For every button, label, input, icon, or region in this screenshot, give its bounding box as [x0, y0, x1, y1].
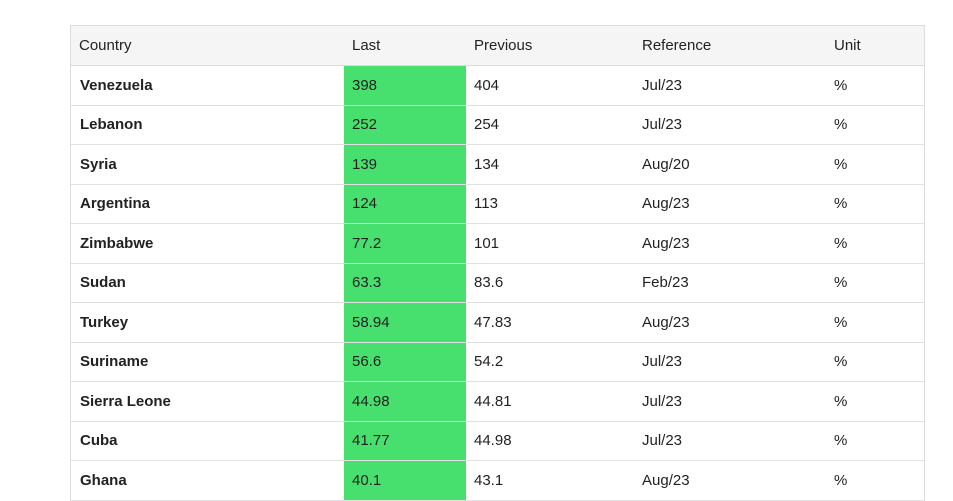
table-row: Argentina 124 113 Aug/23%: [71, 184, 924, 224]
table-cell: 134: [474, 155, 500, 173]
table-row: Venezuela 398 404 Jul/23%: [71, 66, 924, 106]
highlighted-cell: 56.6: [344, 342, 466, 381]
table-cell: %: [834, 155, 848, 173]
column-header: Last: [352, 37, 381, 54]
table-cell: Sudan: [80, 274, 126, 292]
table-cell: Argentina: [80, 195, 151, 213]
table-cell: Sierra Leone: [80, 392, 171, 410]
table-cell: %: [834, 195, 848, 213]
highlighted-cell: 63.3: [344, 263, 466, 302]
highlighted-cell: 58.94: [344, 303, 466, 342]
table-cell: 44.98: [474, 432, 512, 450]
table-row: Zimbabwe 77.2 101 Aug/23%: [71, 224, 924, 264]
table-cell: Ghana: [80, 471, 127, 489]
table-cell: Syria: [80, 155, 117, 173]
highlighted-cell: 77.2: [344, 224, 466, 263]
table-cell: Turkey: [80, 313, 129, 331]
highlighted-cell: 124: [344, 184, 466, 223]
table-row: Sierra Leone 44.98 44.81 Jul/23%: [71, 382, 924, 422]
table-cell: %: [834, 471, 848, 489]
table-cell: %: [834, 432, 848, 450]
highlighted-cell: 40.1: [344, 461, 466, 500]
header-row: Country Last Previous Reference Unit: [71, 26, 924, 66]
table-cell: Aug/23: [642, 234, 690, 252]
table-cell: Jul/23: [642, 432, 683, 450]
table-cell: 254: [474, 116, 500, 134]
highlighted-cell: 252: [344, 105, 466, 144]
table-cell: 404: [474, 76, 500, 94]
table-row: Sudan 63.3 83.6 Feb/23%: [71, 263, 924, 303]
table-row: Cuba 41.77 44.98 Jul/23%: [71, 421, 924, 461]
table-cell: %: [834, 313, 848, 331]
table-cell: Aug/20: [642, 155, 690, 173]
table-cell: 83.6: [474, 274, 504, 292]
highlighted-cell: 139: [344, 145, 466, 184]
table-cell: Lebanon: [80, 116, 143, 134]
table-cell: Aug/23: [642, 195, 690, 213]
table-cell: 47.83: [474, 313, 512, 331]
column-header: Unit: [834, 37, 861, 54]
highlighted-cell: 398: [344, 66, 466, 105]
table-cell: Suriname: [80, 353, 149, 371]
table-cell: Jul/23: [642, 392, 683, 410]
table-cell: Zimbabwe: [80, 234, 154, 252]
table-cell: Cuba: [80, 432, 118, 450]
highlighted-cell: 44.98: [344, 382, 466, 421]
table-cell: Aug/23: [642, 313, 690, 331]
table-cell: Aug/23: [642, 471, 690, 489]
table-cell: Jul/23: [642, 76, 683, 94]
table-cell: Venezuela: [80, 76, 153, 94]
table-row: Ghana 40.1 43.1 Aug/23%: [71, 461, 924, 501]
table-cell: 43.1: [474, 471, 504, 489]
column-header: Country: [79, 37, 132, 54]
highlighted-cell: 41.77: [344, 421, 466, 460]
table-cell: %: [834, 116, 848, 134]
table-cell: %: [834, 392, 848, 410]
table-cell: Jul/23: [642, 353, 683, 371]
table-cell: Jul/23: [642, 116, 683, 134]
table-cell: %: [834, 274, 848, 292]
column-header: Reference: [642, 37, 712, 54]
table-cell: %: [834, 353, 848, 371]
table-row: Turkey 58.94 47.83 Aug/23%: [71, 303, 924, 343]
table-row: Lebanon 252 254 Jul/23%: [71, 105, 924, 145]
column-header: Previous: [474, 37, 533, 54]
table-cell: Feb/23: [642, 274, 689, 292]
table-cell: 44.81: [474, 392, 512, 410]
table-cell: 113: [474, 195, 498, 213]
inflation-table: Country Last Previous Reference Unit Venezuel…: [70, 25, 925, 501]
table-cell: 101: [474, 234, 500, 252]
table-row: Syria 139 134 Aug/20%: [71, 145, 924, 185]
table-cell: %: [834, 76, 848, 94]
table-row: Suriname 56.6 54.2 Jul/23%: [71, 342, 924, 382]
table-cell: %: [834, 234, 848, 252]
table-cell: 54.2: [474, 353, 504, 371]
